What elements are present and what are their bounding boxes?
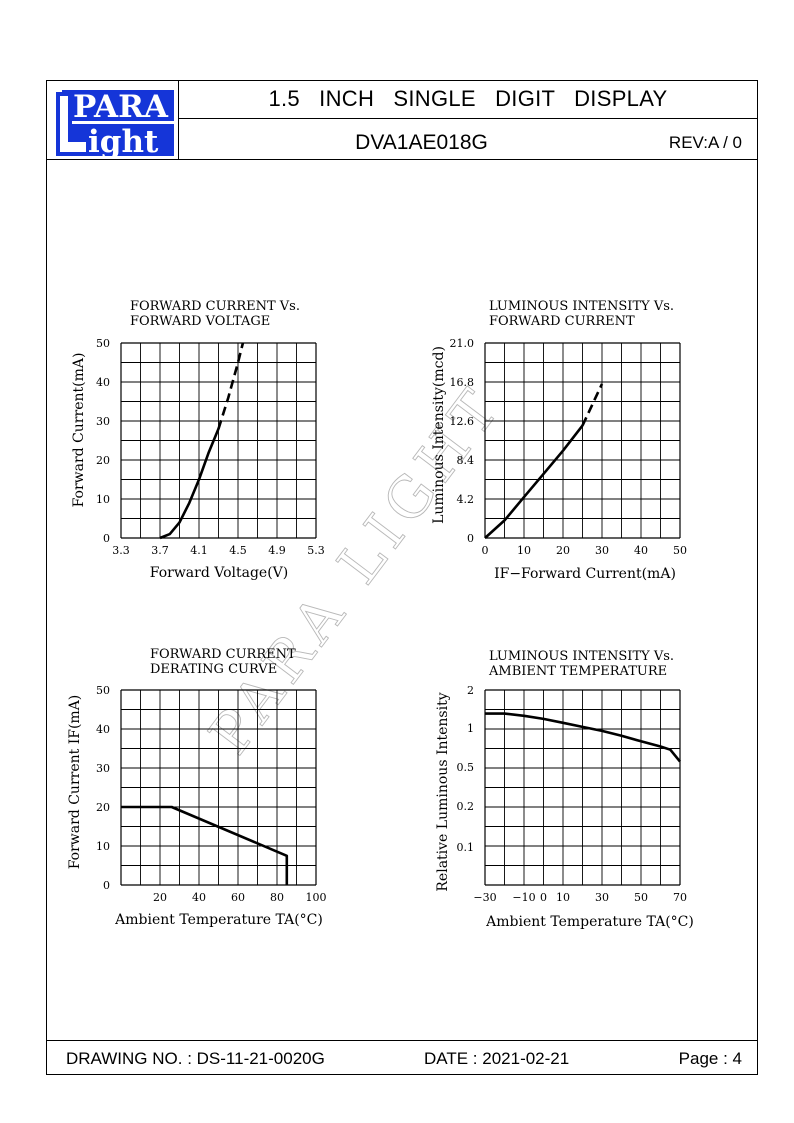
x-axis-label: IF−Forward Current(mA) [494,566,676,582]
svg-text:ight: ight [88,124,159,156]
x-tick-label: 10 [517,544,531,557]
x-tick-label: 3.3 [112,544,130,557]
x-tick-label: 40 [192,891,206,904]
y-tick-label: 12.6 [450,415,475,428]
y-tick-label: 0.2 [457,800,475,813]
chart-title: LUMINOUS INTENSITY Vs. [489,299,674,314]
chart-title: FORWARD CURRENT [489,314,635,329]
chart-title: DERATING CURVE [150,662,277,677]
footer-divider [46,1040,758,1041]
y-tick-label: 0.5 [457,761,475,774]
y-tick-label: 20 [96,801,110,814]
header-divider [46,159,758,160]
drawing-number: DRAWING NO. : DS-11-21-0020G [66,1049,325,1068]
y-tick-label: 10 [96,493,110,506]
x-tick-label: 30 [595,891,609,904]
y-tick-label: 30 [96,762,110,775]
x-tick-label: 0 [482,544,489,557]
x-tick-label: 4.9 [268,544,286,557]
header-divider [178,80,179,159]
y-tick-label: 30 [96,415,110,428]
x-tick-label: 40 [634,544,648,557]
series-line [217,342,245,430]
x-tick-label: 0 [540,891,547,904]
y-tick-label: 4.2 [457,493,475,506]
y-tick-label: 10 [96,840,110,853]
x-tick-label: 60 [231,891,245,904]
x-tick-label: 5.3 [307,544,325,557]
x-tick-label: 50 [673,544,687,557]
header-divider [178,118,758,119]
y-tick-label: 0 [103,532,110,545]
x-tick-label: 50 [634,891,648,904]
x-tick-label: 20 [153,891,167,904]
y-tick-label: 0 [467,532,474,545]
y-tick-label: 21.0 [450,337,475,350]
series-line [159,428,220,540]
y-tick-label: 0.1 [457,841,475,854]
x-tick-label: 3.7 [151,544,169,557]
chart-title: FORWARD CURRENT Vs. [130,299,300,314]
para-light-logo: PARA ight [56,89,174,156]
revision: REV:A / 0 [668,133,742,152]
chart-title: LUMINOUS INTENSITY Vs. [489,649,674,664]
y-tick-label: 8.4 [457,454,475,467]
chart-title: FORWARD CURRENT [150,647,296,662]
y-axis-label: Relative Luminous Intensity [435,692,451,891]
y-axis-label: Forward Current(mA) [71,353,87,508]
y-tick-label: 1 [467,722,474,735]
series-line [121,805,289,885]
y-axis-label: Luminous Intensity(mcd) [431,346,447,524]
y-tick-label: 20 [96,454,110,467]
x-tick-label: 10 [556,891,570,904]
x-axis-label: Forward Voltage(V) [150,565,289,581]
x-tick-label: 30 [595,544,609,557]
series-line [484,424,584,539]
chart-title: AMBIENT TEMPERATURE [488,664,667,679]
series-line [581,383,604,427]
y-tick-label: 2 [467,684,474,697]
y-tick-label: 16.8 [450,376,475,389]
svg-text:PARA: PARA [73,89,169,125]
x-tick-label: 20 [556,544,570,557]
x-axis-label: Ambient Temperature TA(°C) [114,912,323,928]
page-number: Page : 4 [678,1049,742,1068]
x-tick-label: −10 [512,891,535,904]
y-axis-label: Forward Current IF(mA) [67,695,83,870]
y-tick-label: 0 [103,879,110,892]
part-number: DVA1AE018G [355,131,488,154]
series-line [485,712,682,763]
x-tick-label: 100 [306,891,327,904]
x-tick-label: 4.5 [229,544,247,557]
x-axis-label: Ambient Temperature TA(°C) [485,914,694,930]
x-tick-label: 70 [673,891,687,904]
document-title: 1.5 INCH SINGLE DIGIT DISPLAY [268,86,668,111]
x-tick-label: −30 [473,891,496,904]
x-tick-label: 80 [270,891,284,904]
drawing-date: DATE : 2021-02-21 [424,1049,570,1068]
y-tick-label: 50 [96,337,110,350]
y-tick-label: 40 [96,376,110,389]
document-frame [46,80,758,1075]
x-tick-label: 4.1 [190,544,208,557]
chart-title: FORWARD VOLTAGE [130,314,270,329]
y-tick-label: 40 [96,723,110,736]
y-tick-label: 50 [96,684,110,697]
